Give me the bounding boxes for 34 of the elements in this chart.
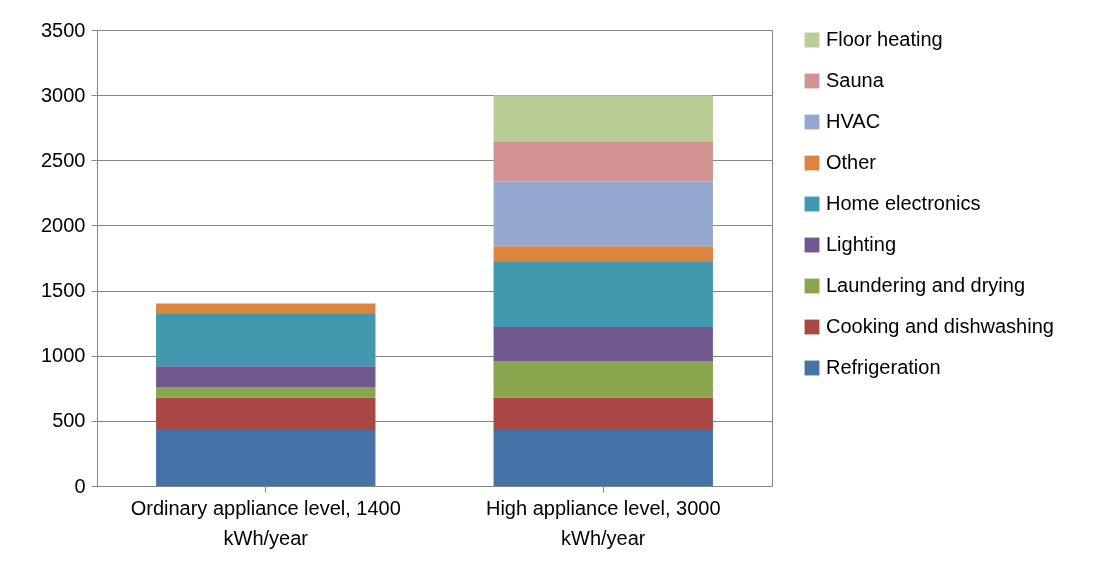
- bar: [493, 397, 713, 430]
- bar: [493, 95, 713, 143]
- bar: [156, 314, 376, 367]
- legend-label: Other: [826, 151, 877, 173]
- y-tick-label: 3500: [41, 18, 86, 41]
- x-tick-label: High appliance level, 3000 kWh/year: [485, 496, 721, 549]
- legend-label: Home electronics: [826, 192, 981, 214]
- y-tick-label: 3000: [41, 83, 86, 106]
- y-tick-label: 1000: [41, 344, 86, 367]
- y-tick-label: 2000: [41, 213, 86, 236]
- bar: [493, 429, 713, 486]
- bar: [156, 366, 376, 387]
- bar: [493, 142, 713, 182]
- bar: [493, 246, 713, 262]
- legend-label: Refrigeration: [826, 356, 941, 378]
- legend-label: Sauna: [826, 69, 885, 91]
- bar: [156, 397, 376, 430]
- bar: [156, 386, 376, 398]
- legend-label: Lighting: [826, 233, 897, 255]
- legend-label: Cooking and dishwashing: [826, 315, 1054, 337]
- y-tick-label: 1500: [41, 279, 86, 302]
- legend-label: Laundering and drying: [826, 274, 1026, 296]
- x-tick-label: Ordinary appliance level, 1400 kWh/year: [130, 496, 401, 549]
- bar: [493, 327, 713, 361]
- legend-label: Floor heating: [826, 28, 943, 50]
- bar: [493, 181, 713, 247]
- y-tick-label: 2500: [41, 148, 86, 171]
- y-tick-label: 500: [52, 409, 86, 432]
- bar: [493, 360, 713, 398]
- bar: [156, 429, 376, 486]
- y-tick-label: 0: [74, 474, 86, 497]
- bar: [156, 303, 376, 315]
- bar: [493, 261, 713, 328]
- legend-label: HVAC: [826, 110, 881, 132]
